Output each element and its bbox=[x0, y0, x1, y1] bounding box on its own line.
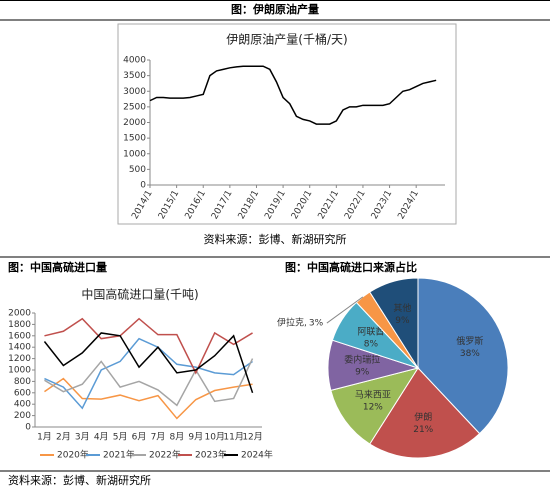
y-tick-label: 3500 bbox=[123, 71, 146, 81]
caption: 图：中国高硫进口量 bbox=[8, 260, 107, 274]
x-tick-label: 11月 bbox=[223, 432, 243, 443]
x-tick-label: 2017/1 bbox=[210, 189, 234, 221]
slice-value: 8% bbox=[364, 340, 379, 350]
x-tick-label: 2016/1 bbox=[184, 189, 208, 221]
slice-value: 3% bbox=[309, 319, 324, 329]
y-tick-label: 2000 bbox=[8, 309, 31, 319]
chart-title: 中国高硫进口量(千吨) bbox=[81, 287, 198, 302]
x-tick-label: 4月 bbox=[94, 432, 109, 443]
x-tick-label: 6月 bbox=[132, 432, 147, 443]
x-tick-label: 5月 bbox=[113, 432, 128, 443]
caption: 图：中国高硫进口来源占比 bbox=[285, 260, 417, 274]
slice-label: 委内瑞拉 bbox=[344, 354, 380, 366]
x-tick-label: 2014/1 bbox=[130, 189, 154, 221]
legend-label: 2020年 bbox=[57, 449, 89, 461]
y-tick-label: 1200 bbox=[8, 354, 31, 364]
line bbox=[44, 377, 253, 420]
line bbox=[44, 317, 253, 375]
line bbox=[44, 358, 254, 407]
y-tick-label: 1000 bbox=[123, 149, 146, 159]
x-tick-label: 2月 bbox=[56, 432, 71, 443]
y-tick-label: 1000 bbox=[8, 366, 31, 376]
x-tick-label: 2024/1 bbox=[396, 189, 420, 221]
legend-label: 2024年 bbox=[241, 449, 273, 461]
source: 资料来源：彭博、新湖研究所 bbox=[8, 473, 151, 487]
pie-slice bbox=[369, 367, 481, 459]
chart-frame bbox=[117, 23, 457, 225]
y-tick-label: 600 bbox=[14, 388, 31, 398]
y-tick-label: 200 bbox=[14, 411, 31, 421]
caption: 图：伊朗原油产量 bbox=[231, 2, 319, 16]
x-tick-label: 12月 bbox=[242, 432, 262, 443]
x-tick-label: 2020/1 bbox=[290, 189, 314, 221]
x-tick-label: 10月 bbox=[204, 432, 224, 443]
x-tick-label: 7月 bbox=[151, 432, 166, 443]
y-tick-label: 4000 bbox=[123, 56, 146, 66]
y-tick-label: 1400 bbox=[8, 343, 31, 353]
x-tick-label: 2023/1 bbox=[370, 189, 394, 221]
legend-label: 2021年 bbox=[103, 449, 135, 461]
line bbox=[43, 332, 254, 394]
y-tick-label: 800 bbox=[14, 377, 31, 387]
x-tick-label: 8月 bbox=[170, 432, 185, 443]
y-tick-label: 2000 bbox=[123, 118, 146, 128]
slice-label: 阿联酋 bbox=[357, 326, 384, 338]
y-tick-label: 1600 bbox=[8, 331, 31, 341]
y-tick-label: 1800 bbox=[8, 320, 31, 330]
y-tick-label: 1500 bbox=[123, 134, 146, 144]
legend-label: 2023年 bbox=[195, 449, 227, 461]
y-tick-label: 0 bbox=[25, 423, 31, 433]
x-tick-label: 2015/1 bbox=[157, 189, 181, 221]
x-tick-label: 2018/1 bbox=[237, 189, 261, 221]
pie-slice bbox=[369, 277, 419, 370]
legend-label: 2022年 bbox=[149, 449, 181, 461]
leader-line bbox=[326, 296, 364, 324]
x-tick-label: 3月 bbox=[75, 432, 90, 443]
x-tick-label: 1月 bbox=[37, 432, 52, 443]
x-tick-label: 2021/1 bbox=[317, 189, 341, 221]
slice-value: 38% bbox=[460, 349, 480, 359]
y-tick-label: 3000 bbox=[123, 87, 146, 97]
y-tick-label: 500 bbox=[129, 165, 146, 175]
line bbox=[149, 65, 437, 125]
line bbox=[44, 337, 253, 410]
y-tick-label: 400 bbox=[14, 400, 31, 410]
slice-value: 12% bbox=[363, 402, 383, 412]
source: 资料来源：彭博、新湖研究所 bbox=[204, 232, 347, 246]
slice-value: 9% bbox=[355, 368, 370, 378]
x-tick-label: 9月 bbox=[188, 432, 203, 443]
slice-label: 伊拉克, bbox=[277, 317, 307, 329]
chart-title: 伊朗原油产量(千桶/天) bbox=[226, 32, 347, 47]
x-tick-label: 2019/1 bbox=[263, 189, 287, 221]
slice-label: 其他 bbox=[393, 302, 411, 314]
y-tick-label: 2500 bbox=[123, 102, 146, 112]
y-tick-label: 0 bbox=[140, 181, 146, 191]
slice-label: 马来西亚 bbox=[355, 389, 391, 400]
pie-slice bbox=[417, 277, 509, 435]
pie-slice bbox=[330, 367, 420, 445]
slice-label: 伊朗 bbox=[414, 411, 432, 423]
slice-value: 9% bbox=[395, 316, 410, 326]
slice-value: 21% bbox=[413, 425, 433, 435]
x-tick-label: 2022/1 bbox=[343, 189, 367, 221]
slice-label: 俄罗斯 bbox=[456, 335, 483, 347]
